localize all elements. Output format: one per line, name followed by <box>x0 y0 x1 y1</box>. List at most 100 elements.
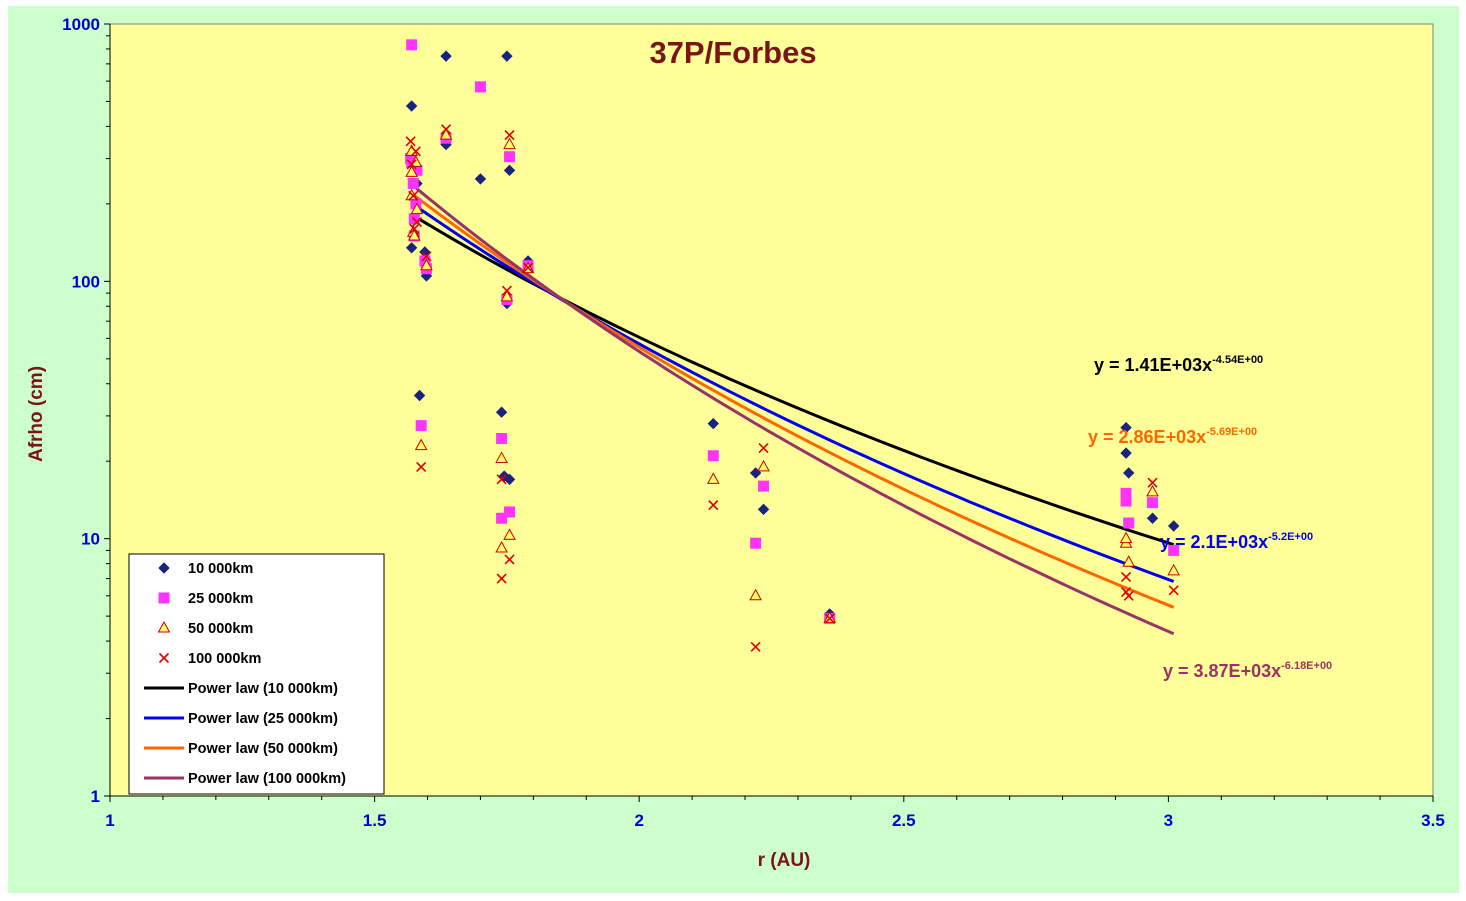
equation-50000km: y = 2.86E+03x-5.69E+00 <box>1088 426 1257 447</box>
x-marker-stroke <box>496 573 507 584</box>
data-point <box>406 39 418 51</box>
legend-label-series-10000km: 10 000km <box>188 561 253 577</box>
x-marker-stroke <box>1120 571 1132 583</box>
data-point <box>421 251 432 262</box>
data-point <box>439 128 453 140</box>
legend-box <box>128 553 385 795</box>
data-point <box>410 146 421 157</box>
data-point <box>504 554 515 565</box>
data-point <box>504 151 516 163</box>
data-point <box>410 198 422 210</box>
x-marker-stroke <box>501 285 512 296</box>
data-point <box>750 641 761 652</box>
data-point <box>416 461 427 472</box>
data-point <box>440 124 452 135</box>
y-tick-label: 1000 <box>62 15 100 34</box>
data-point <box>1167 520 1180 532</box>
data-point <box>523 262 534 273</box>
y-tick-label: 10 <box>81 530 100 549</box>
axes: 1 1.5 2 2.5 3 3.5 1 10 100 1000 <box>62 15 1445 830</box>
legend-marker <box>158 592 170 604</box>
legend-marker <box>158 652 170 664</box>
data-point <box>496 433 508 445</box>
data-point <box>1147 497 1159 509</box>
equation-10000km: y = 1.41E+03x-4.54E+00 <box>1094 354 1263 375</box>
trendline-equations: y = 1.41E+03x-4.54E+00 y = 2.86E+03x-5.6… <box>1088 354 1332 681</box>
x-marker-stroke <box>496 474 507 485</box>
x-marker-stroke <box>440 124 452 135</box>
data-point <box>406 159 417 170</box>
data-point <box>758 480 770 492</box>
data-point <box>413 389 426 402</box>
data-point <box>1146 484 1159 497</box>
data-point <box>1146 512 1159 524</box>
x-tick-label: 1.5 <box>363 811 387 830</box>
equation-25000km: y = 2.1E+03x-5.2E+00 <box>1160 531 1313 552</box>
x-marker-stroke <box>824 613 835 624</box>
x-marker-stroke <box>504 130 515 141</box>
data-point <box>409 223 420 234</box>
data-point <box>707 417 719 430</box>
data-point <box>503 528 516 540</box>
data-point <box>411 164 423 176</box>
data-point <box>503 137 516 150</box>
data-point <box>414 438 428 451</box>
legend-label-fit-10000km: Power law (10 000km) <box>188 681 338 697</box>
data-point <box>440 50 452 62</box>
x-axis-label: r (AU) <box>758 850 811 871</box>
y-tick-label: 100 <box>72 272 100 291</box>
data-point <box>405 100 418 112</box>
data-point <box>757 503 770 516</box>
x-tick-label: 1 <box>105 811 114 830</box>
data-point <box>420 258 433 271</box>
legend-label-fit-100000km: Power law (100 000km) <box>188 771 346 787</box>
data-point <box>405 165 418 177</box>
data-point <box>504 130 515 141</box>
data-point <box>1120 447 1132 459</box>
x-marker-stroke <box>158 652 170 664</box>
x-tick-label: 2 <box>634 811 643 830</box>
data-point <box>500 289 514 302</box>
data-point <box>496 474 507 485</box>
data-point <box>495 540 508 553</box>
trendline <box>410 201 1175 583</box>
data-point <box>1123 590 1134 601</box>
x-tick-label: 2.5 <box>892 811 916 830</box>
data-point <box>1120 495 1132 507</box>
y-axis-label: Afrho (cm) <box>26 366 47 462</box>
data-point <box>407 177 419 189</box>
x-marker-stroke <box>1168 585 1179 596</box>
data-point <box>706 472 720 484</box>
data-point <box>474 81 486 93</box>
data-point <box>408 190 419 201</box>
data-point <box>495 451 508 463</box>
legend-label-series-25000km: 25 000km <box>188 591 253 607</box>
data-point <box>503 473 516 486</box>
data-point <box>1120 421 1132 434</box>
data-point <box>504 506 516 518</box>
data-point <box>1147 477 1158 488</box>
data-points <box>405 39 1181 652</box>
x-marker-stroke <box>410 146 421 157</box>
data-point <box>1119 531 1133 544</box>
data-point <box>1123 467 1135 479</box>
trendlines <box>410 183 1175 636</box>
trendline <box>410 183 1175 636</box>
data-point <box>758 442 769 454</box>
legend-symbols <box>144 562 184 780</box>
data-point <box>474 173 487 185</box>
data-point <box>757 459 770 472</box>
data-point <box>707 450 719 462</box>
x-marker-stroke <box>406 159 417 170</box>
legend-label-fit-50000km: Power law (50 000km) <box>188 741 338 757</box>
legend-marker <box>158 562 170 574</box>
x-marker-stroke <box>1123 590 1134 601</box>
data-point <box>415 420 427 432</box>
data-point <box>495 406 508 418</box>
x-marker-stroke <box>411 216 423 228</box>
x-marker-stroke <box>758 442 769 454</box>
data-point <box>410 202 424 215</box>
x-tick-label: 3.5 <box>1421 811 1445 830</box>
